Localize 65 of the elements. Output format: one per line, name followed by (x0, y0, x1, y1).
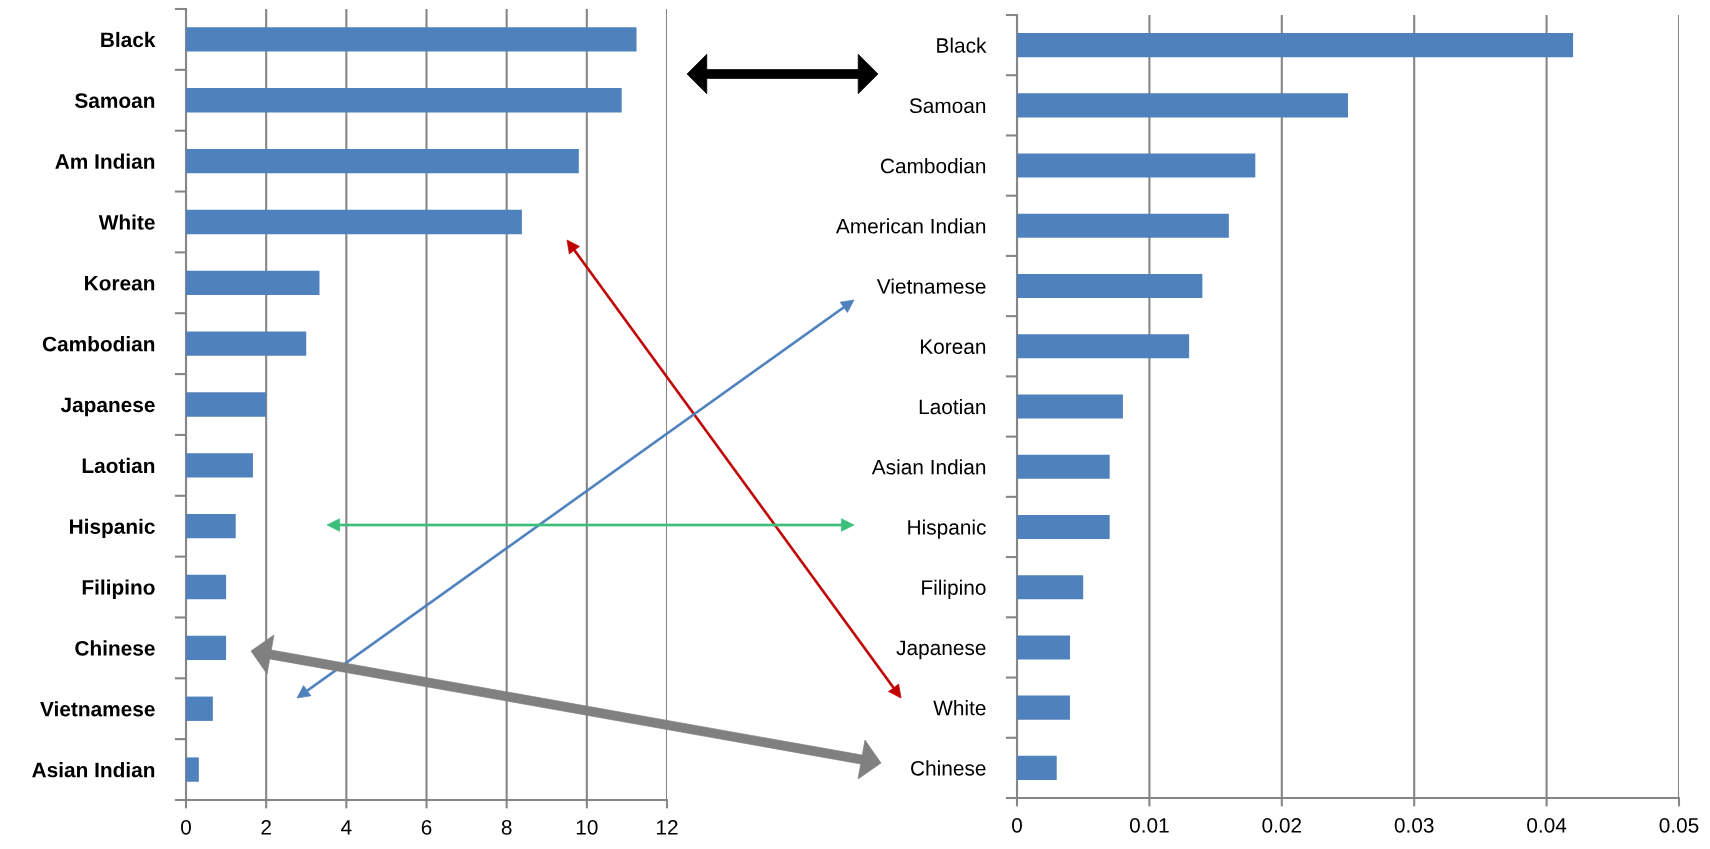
y-tick-label: Samoan (909, 98, 986, 114)
bar (186, 392, 267, 417)
y-tick-label: American Indian (835, 218, 986, 234)
bar (1017, 273, 1203, 299)
y-tick-label: Hispanic (70, 518, 155, 539)
y-tick-label: White (98, 214, 155, 230)
y-tick-label: Japanese (896, 640, 986, 660)
x-tick-label: 2 (261, 819, 271, 835)
x-tick-label: 8 (501, 819, 512, 835)
y-tick-label: Chinese (75, 640, 155, 656)
y-tick-label: Asian Indian (871, 459, 986, 475)
y-tick-label: Laotian (82, 457, 155, 474)
bar (1017, 394, 1123, 419)
x-tick-label: 0.05 (1659, 817, 1699, 833)
x-tick-label: 0 (181, 819, 191, 835)
bar (1017, 755, 1057, 780)
bar (1017, 334, 1190, 359)
y-tick-label: Chinese (911, 760, 986, 776)
y-tick-label: Korean (85, 276, 155, 291)
x-tick-label: 0.02 (1262, 817, 1302, 833)
x-tick-label: 0.03 (1394, 817, 1434, 833)
bar (186, 696, 213, 721)
y-tick-label: Filipino (82, 579, 155, 599)
y-tick-label: Black (937, 37, 987, 53)
y-tick-label: Korean (920, 339, 986, 355)
bar (186, 757, 199, 782)
bar (186, 514, 236, 539)
y-tick-label: Laotian (919, 398, 986, 415)
x-tick-label: 10 (576, 819, 598, 835)
y-tick-label: Vietnamese (40, 701, 155, 717)
bar (186, 453, 253, 478)
y-tick-label: Cambodian (880, 158, 986, 174)
y-tick-label: Black (101, 31, 156, 48)
bar (1017, 33, 1574, 58)
y-tick-label: Hispanic (908, 519, 986, 539)
bar (1017, 695, 1070, 720)
y-tick-label: Japanese (60, 397, 155, 417)
bar (1017, 93, 1348, 118)
x-tick-label: 0.01 (1129, 817, 1169, 833)
y-tick-label: Asian Indian (32, 762, 155, 778)
bar (1017, 454, 1110, 479)
bar (1017, 575, 1084, 600)
bar (1017, 153, 1256, 178)
bar (1017, 514, 1110, 540)
bar (186, 209, 522, 235)
y-tick-label: White (933, 700, 986, 716)
bar (1017, 213, 1229, 238)
bar (186, 27, 637, 52)
bar (186, 270, 320, 295)
y-tick-label: Samoan (75, 93, 155, 109)
y-tick-label: Cambodian (42, 336, 155, 352)
bar (186, 635, 227, 661)
y-tick-label: Filipino (922, 579, 986, 600)
y-tick-label: Vietnamese (876, 278, 986, 294)
bar (186, 148, 579, 174)
x-tick-label: 0 (1012, 817, 1022, 833)
x-tick-label: 4 (341, 820, 352, 835)
bar (1017, 635, 1070, 660)
bar (186, 331, 307, 356)
x-tick-label: 6 (421, 819, 432, 835)
bar (186, 574, 227, 600)
y-tick-label: Am Indian (55, 153, 155, 169)
x-tick-label: 12 (657, 819, 678, 835)
x-tick-label: 0.04 (1527, 817, 1567, 833)
bar (186, 88, 622, 113)
